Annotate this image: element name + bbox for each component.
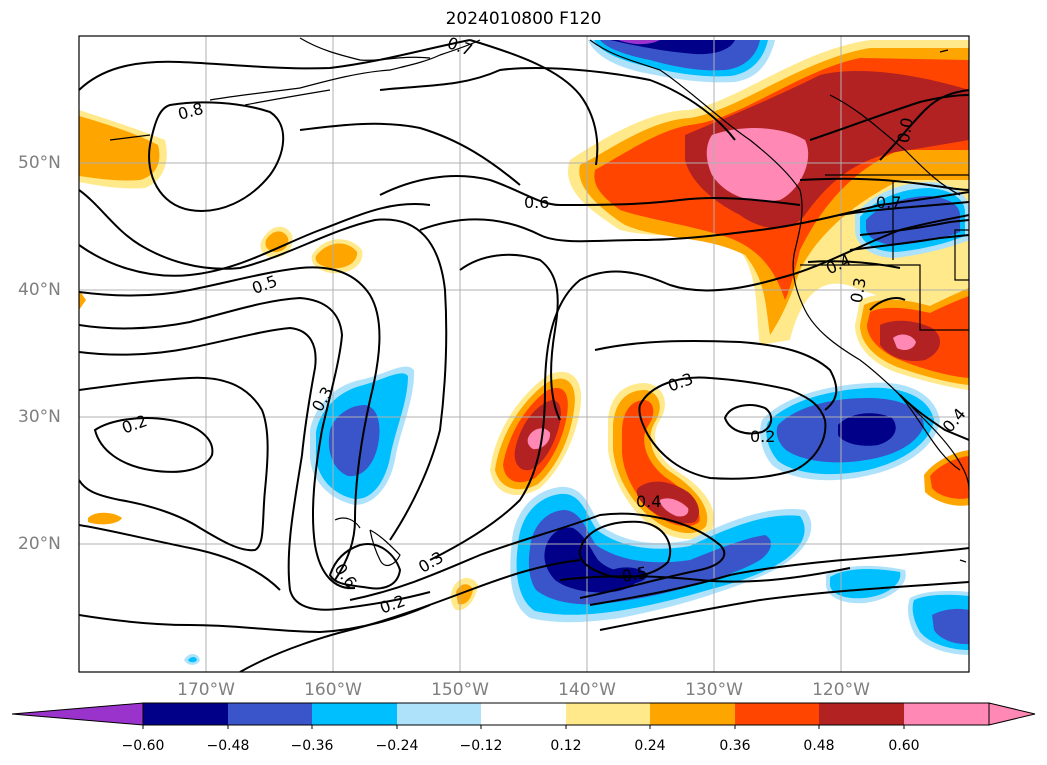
colorbar-tick-label: −0.12	[459, 738, 503, 754]
colorbar-tick-label: 0.12	[550, 738, 582, 754]
contour-label: 0.6	[524, 193, 549, 212]
colorbar-segment	[397, 703, 481, 725]
lon-tick-label: 140°W	[558, 680, 616, 700]
colorbar-tick-label: 0.60	[888, 738, 920, 754]
colorbar-tick-marks	[142, 725, 905, 729]
contour-label: 0.3	[847, 276, 870, 304]
colorbar-tick-label: −0.36	[290, 738, 334, 754]
contour-label: 0.2	[119, 411, 149, 438]
contour-label: 0.7	[445, 33, 475, 60]
colorbar-extend-low	[11, 702, 144, 726]
map-title: 2024010800 F120	[445, 9, 602, 29]
colorbar-tick-label: 0.48	[803, 738, 835, 754]
lon-tick-label: 120°W	[812, 680, 870, 700]
colorbar-tick-label: −0.24	[375, 738, 419, 754]
contour-label: 0.5	[620, 563, 648, 586]
colorbar-segment	[819, 703, 904, 725]
colorbar-segment	[735, 703, 819, 725]
map-frame	[78, 35, 970, 673]
colorbar-segment	[650, 703, 735, 725]
colorbar-segment	[143, 703, 228, 725]
lon-tick-label: 130°W	[685, 680, 743, 700]
lat-tick-label: 50°N	[18, 153, 61, 173]
contour-label: 0.4	[636, 492, 661, 511]
lon-tick-label: 150°W	[431, 680, 489, 700]
colorbar-extend-high	[988, 702, 1036, 726]
colorbar-tick-label: 0.24	[634, 738, 666, 754]
colorbar-segment	[481, 703, 566, 725]
lat-tick-label: 30°N	[18, 407, 61, 427]
contour-label: 0.4	[939, 404, 970, 436]
colorbar-tick-label: −0.60	[121, 738, 165, 754]
contour-label: 0.0	[894, 116, 917, 144]
colorbar	[11, 702, 1036, 729]
contour-label: 0.3	[665, 369, 695, 396]
colorbar-tick-label: −0.48	[206, 738, 250, 754]
contour-label: 0.2	[750, 427, 775, 446]
contour-lines	[79, 39, 969, 672]
lon-tick-label: 160°W	[304, 680, 362, 700]
lon-tick-label: 170°W	[177, 680, 235, 700]
colorbar-segment	[312, 703, 397, 725]
coastlines	[109, 37, 969, 567]
contour-label: 0.3	[415, 547, 447, 576]
contour-label: 0.7	[876, 193, 901, 212]
colorbar-tick-label: 0.36	[719, 738, 751, 754]
lat-tick-label: 40°N	[18, 280, 61, 300]
lat-tick-label: 20°N	[18, 534, 61, 554]
colorbar-segment	[566, 703, 650, 725]
colorbar-segment	[904, 703, 989, 725]
colorbar-segment	[228, 703, 312, 725]
